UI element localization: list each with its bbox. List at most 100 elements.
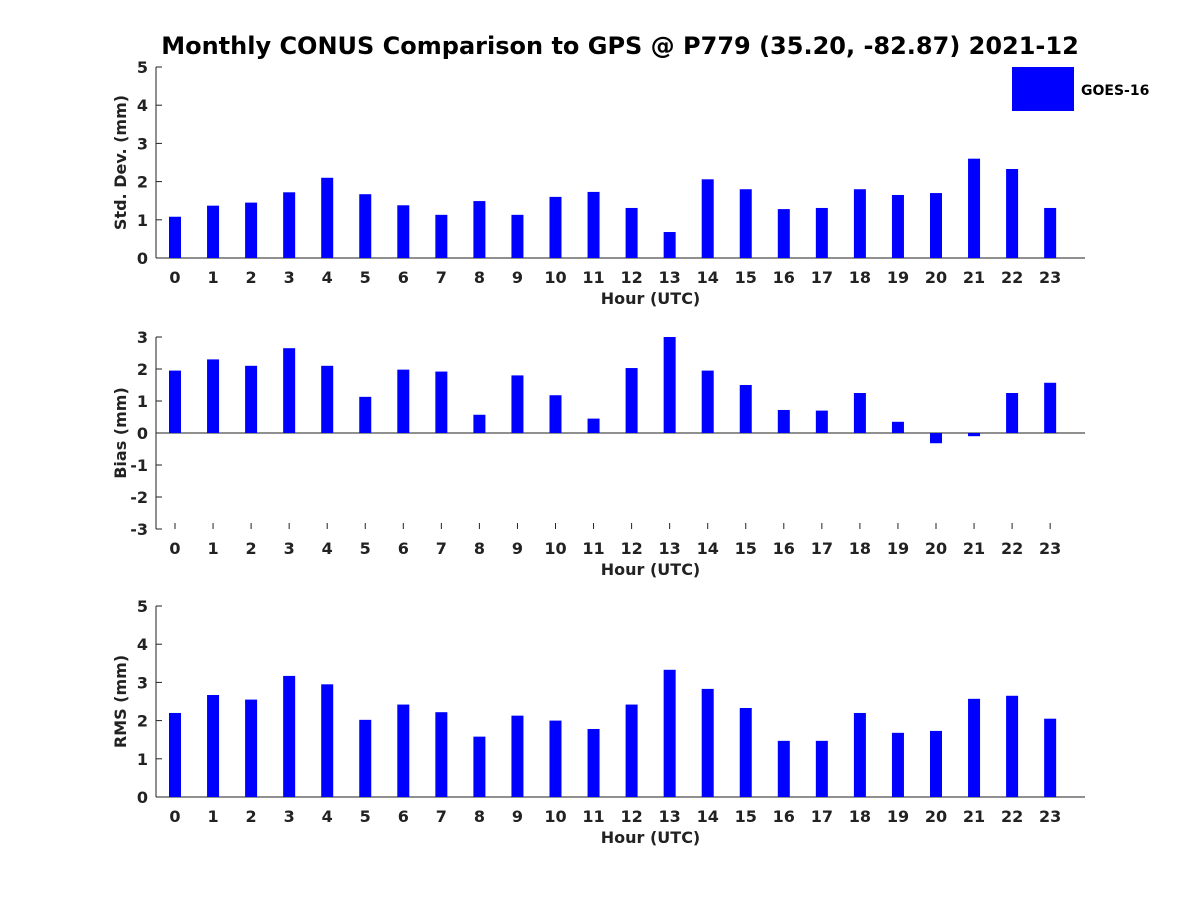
x-tick-label: 12 bbox=[620, 268, 642, 287]
bar bbox=[321, 365, 334, 433]
y-tick-label: 1 bbox=[137, 211, 148, 230]
x-tick-label: 11 bbox=[582, 268, 604, 287]
bar bbox=[207, 695, 220, 797]
bar bbox=[245, 699, 258, 797]
x-tick-label: 21 bbox=[963, 268, 985, 287]
x-tick-label: 21 bbox=[963, 539, 985, 558]
bar bbox=[359, 396, 372, 433]
bar bbox=[435, 214, 448, 258]
x-tick-label: 2 bbox=[246, 268, 257, 287]
legend-swatch bbox=[1012, 67, 1074, 111]
bar bbox=[245, 202, 258, 258]
bar bbox=[891, 421, 904, 433]
bar bbox=[739, 707, 752, 797]
x-tick-label: 7 bbox=[436, 539, 447, 558]
x-tick-label: 12 bbox=[620, 807, 642, 826]
bar bbox=[1006, 695, 1019, 797]
y-tick-label: 4 bbox=[137, 96, 148, 115]
chart-title: Monthly CONUS Comparison to GPS @ P779 (… bbox=[161, 32, 1079, 60]
x-tick-label: 6 bbox=[398, 539, 409, 558]
bar bbox=[321, 684, 334, 797]
y-tick-label: 0 bbox=[137, 424, 148, 443]
x-tick-label: 17 bbox=[811, 268, 833, 287]
bar bbox=[587, 191, 600, 258]
x-tick-label: 9 bbox=[512, 807, 523, 826]
x-tick-label: 22 bbox=[1001, 268, 1023, 287]
x-tick-label: 9 bbox=[512, 539, 523, 558]
x-tick-label: 16 bbox=[773, 268, 795, 287]
bar bbox=[473, 414, 486, 433]
bar bbox=[169, 370, 181, 433]
x-tick-label: 20 bbox=[925, 807, 947, 826]
bar bbox=[359, 719, 372, 797]
x-tick-label: 1 bbox=[207, 539, 218, 558]
bar bbox=[815, 740, 828, 797]
bar bbox=[891, 194, 904, 258]
bar bbox=[930, 730, 942, 797]
bar bbox=[625, 207, 638, 258]
x-tick-label: 3 bbox=[284, 807, 295, 826]
y-tick-label: 5 bbox=[137, 597, 148, 616]
x-tick-label: 22 bbox=[1001, 539, 1023, 558]
x-tick-label: 21 bbox=[963, 807, 985, 826]
x-tick-label: 0 bbox=[169, 539, 180, 558]
x-axis-label: Hour (UTC) bbox=[601, 289, 701, 308]
x-tick-label: 5 bbox=[360, 268, 371, 287]
bar bbox=[169, 216, 181, 258]
x-tick-label: 18 bbox=[849, 539, 871, 558]
x-tick-label: 6 bbox=[398, 268, 409, 287]
bar bbox=[169, 712, 181, 797]
bar bbox=[815, 410, 828, 433]
bar bbox=[549, 196, 562, 258]
x-tick-label: 15 bbox=[735, 268, 757, 287]
x-tick-label: 8 bbox=[474, 268, 485, 287]
bar bbox=[397, 205, 410, 258]
x-tick-label: 15 bbox=[735, 539, 757, 558]
x-tick-label: 5 bbox=[360, 807, 371, 826]
x-tick-label: 23 bbox=[1039, 807, 1061, 826]
bar bbox=[435, 712, 448, 797]
x-tick-label: 13 bbox=[659, 539, 681, 558]
bar bbox=[207, 359, 220, 433]
x-tick-label: 23 bbox=[1039, 539, 1061, 558]
bar bbox=[549, 395, 562, 433]
bar bbox=[625, 368, 638, 433]
x-tick-label: 12 bbox=[620, 539, 642, 558]
x-tick-label: 6 bbox=[398, 807, 409, 826]
x-tick-label: 20 bbox=[925, 539, 947, 558]
x-tick-label: 4 bbox=[322, 539, 333, 558]
x-tick-label: 4 bbox=[322, 807, 333, 826]
bar bbox=[663, 232, 676, 258]
bar bbox=[473, 736, 486, 797]
y-tick-label: -1 bbox=[130, 456, 148, 475]
bar bbox=[473, 201, 486, 258]
bar bbox=[701, 370, 714, 433]
x-tick-label: 10 bbox=[544, 807, 566, 826]
legend: GOES-16 bbox=[1012, 67, 1149, 111]
bar bbox=[663, 669, 676, 797]
x-tick-label: 16 bbox=[773, 539, 795, 558]
x-tick-label: 10 bbox=[544, 268, 566, 287]
x-tick-label: 5 bbox=[360, 539, 371, 558]
y-axis-label: RMS (mm) bbox=[111, 655, 130, 748]
x-axis-label: Hour (UTC) bbox=[601, 560, 701, 579]
bar bbox=[739, 189, 752, 258]
bar bbox=[739, 385, 752, 433]
x-tick-label: 13 bbox=[659, 268, 681, 287]
x-tick-label: 1 bbox=[207, 268, 218, 287]
y-tick-label: 2 bbox=[137, 173, 148, 192]
bar bbox=[283, 192, 296, 258]
x-tick-label: 1 bbox=[207, 807, 218, 826]
x-tick-label: 20 bbox=[925, 268, 947, 287]
x-tick-label: 3 bbox=[284, 268, 295, 287]
bar bbox=[777, 740, 790, 797]
x-tick-label: 19 bbox=[887, 807, 909, 826]
y-tick-label: 5 bbox=[137, 58, 148, 77]
x-tick-label: 2 bbox=[246, 539, 257, 558]
bar bbox=[891, 732, 904, 797]
x-tick-label: 17 bbox=[811, 807, 833, 826]
x-tick-label: 7 bbox=[436, 807, 447, 826]
bar bbox=[511, 214, 524, 258]
